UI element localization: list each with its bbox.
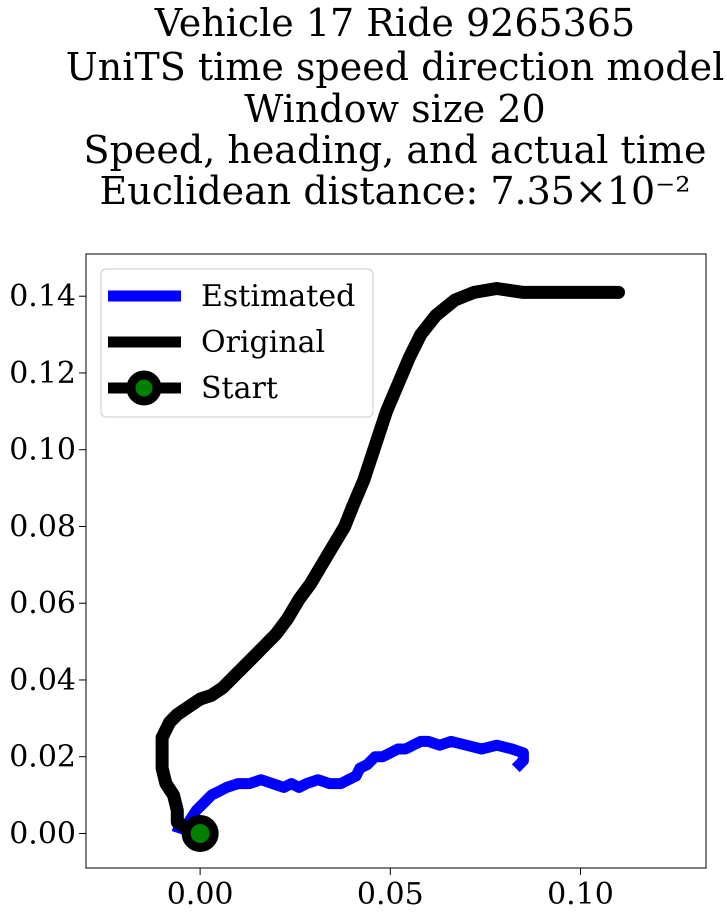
y-tick-label: 0.14 (9, 279, 76, 314)
plot-area (155, 282, 625, 852)
legend-label: Original (201, 325, 325, 360)
x-tick-label: 0.00 (167, 877, 234, 912)
y-tick-label: 0.02 (9, 740, 76, 775)
legend-marker-start (126, 370, 162, 406)
legend-box (100, 268, 374, 418)
series-line-estimated (171, 735, 529, 836)
y-tick-label: 0.10 (9, 433, 76, 468)
chart-title: Vehicle 17 Ride 9265365 UniTS time speed… (66, 1, 725, 213)
axes: 0.00 0.05 0.10 0.00 0.02 0.04 0.06 0.08 0.10 0.12… (9, 253, 707, 912)
x-tick-label: 0.10 (547, 877, 614, 912)
title-line-1: Vehicle 17 Ride 9265365 (154, 1, 635, 45)
y-tick-label: 0.04 (9, 663, 76, 698)
title-line-3: Window size 20 (244, 87, 545, 131)
title-line-4: Speed, heading, and actual time (84, 128, 707, 172)
y-tick-label: 0.00 (9, 816, 76, 851)
title-line-2: UniTS time speed direction model (66, 45, 725, 89)
legend: Estimated Original Start (100, 268, 374, 418)
start-marker (181, 814, 219, 852)
legend-label: Start (201, 371, 278, 406)
legend-label: Estimated (201, 279, 355, 314)
title-line-5: Euclidean distance: 7.35×10⁻² (100, 169, 691, 213)
x-tick-label: 0.05 (357, 877, 424, 912)
axes-frame (85, 253, 707, 869)
y-tick-label: 0.08 (9, 509, 76, 544)
series-line-original (155, 282, 625, 840)
y-tick-label: 0.12 (9, 356, 76, 391)
y-tick-label: 0.06 (9, 586, 76, 621)
